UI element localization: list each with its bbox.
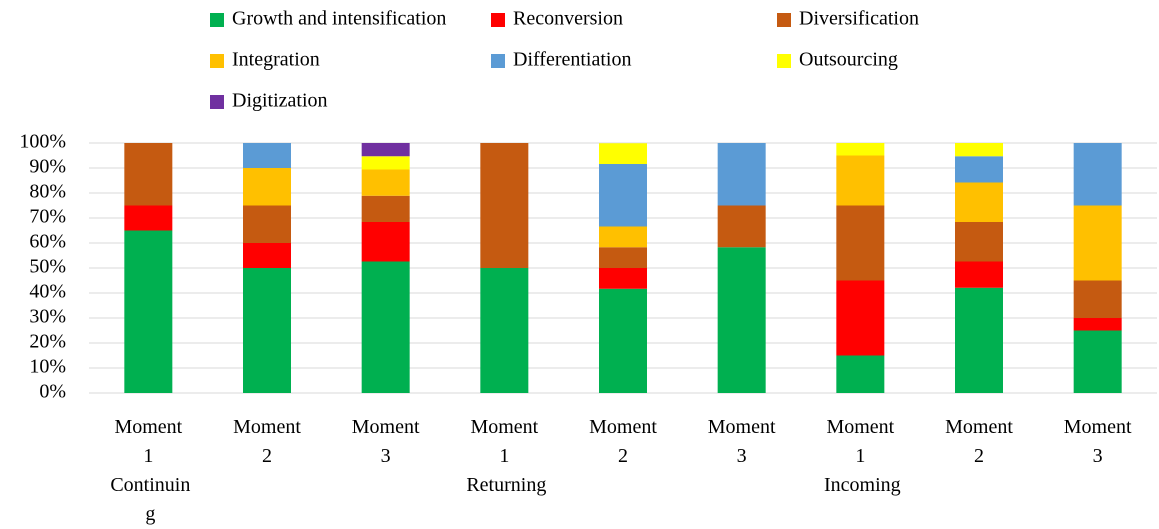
bar-segment — [955, 222, 1003, 262]
legend-swatch — [210, 95, 224, 109]
legend-label: Growth and intensification — [232, 8, 446, 30]
bar-segment — [243, 243, 291, 268]
bar-segment — [124, 143, 173, 206]
bar-segment — [1073, 143, 1122, 206]
group-label: Continuing — [110, 474, 191, 525]
bar-segment — [717, 205, 766, 248]
bar-segment — [361, 156, 410, 170]
bar-segment — [955, 287, 1003, 393]
y-tick-label: 50% — [29, 256, 66, 278]
x-tick-label: Moment 2 — [589, 416, 657, 467]
legend-swatch — [491, 54, 505, 68]
bar-segment — [243, 268, 291, 393]
x-tick-label: Moment 3 — [707, 416, 776, 467]
y-tick-label: 80% — [29, 181, 66, 203]
bar-segment — [243, 205, 291, 243]
x-tick-label: Moment 1 — [114, 416, 183, 467]
bar-segment — [836, 355, 885, 393]
bar-segment — [361, 169, 410, 196]
legend-label: Diversification — [799, 8, 919, 30]
bar-segment — [599, 268, 647, 289]
group-label: Incoming — [824, 474, 901, 496]
bar-segment — [955, 261, 1003, 288]
bar-segment — [836, 280, 885, 356]
x-tick-label: Moment 2 — [233, 416, 301, 467]
bar-segment — [124, 205, 173, 231]
y-tick-label: 60% — [29, 231, 66, 253]
bar-segment — [717, 143, 766, 206]
legend-label: Outsourcing — [799, 49, 898, 71]
bar-segment — [599, 226, 647, 248]
bar-segment — [1073, 280, 1122, 318]
bar-segment — [836, 205, 885, 281]
bar-segment — [361, 261, 410, 393]
bar-segment — [243, 143, 291, 168]
bar-segment — [599, 247, 647, 268]
bar-segment — [836, 143, 885, 156]
bar-segment — [243, 168, 291, 206]
x-tick-label: Moment 1 — [826, 416, 895, 467]
bar-segment — [599, 164, 647, 227]
y-tick-label: 40% — [29, 281, 66, 303]
x-tick-label: Moment 2 — [945, 416, 1013, 467]
bar-segment — [717, 247, 766, 393]
legend-label: Differentiation — [513, 49, 631, 71]
bar-segment — [599, 143, 647, 164]
y-tick-label: 30% — [29, 306, 66, 328]
bar-segment — [1073, 330, 1122, 393]
legend-label: Integration — [232, 49, 320, 71]
bar-segment — [599, 288, 647, 393]
y-tick-label: 10% — [29, 356, 66, 378]
y-tick-label: 100% — [19, 131, 66, 153]
y-tick-label: 20% — [29, 331, 66, 353]
legend-swatch — [210, 13, 224, 27]
legend-swatch — [777, 54, 791, 68]
bar-segment — [1073, 205, 1122, 281]
x-tick-label: Moment 3 — [1063, 416, 1132, 467]
bar-segment — [955, 143, 1003, 157]
legend-swatch — [210, 54, 224, 68]
legend-label: Reconversion — [513, 8, 623, 30]
x-tick-label: Moment 3 — [351, 416, 420, 467]
bar-segment — [1073, 318, 1122, 331]
bar-segment — [361, 143, 410, 157]
legend-label: Digitization — [232, 90, 328, 112]
legend-swatch — [491, 13, 505, 27]
bar-segment — [361, 222, 410, 262]
y-tick-label: 0% — [39, 381, 66, 403]
bar-segment — [955, 156, 1003, 183]
bar-segment — [480, 268, 529, 393]
legend-swatch — [777, 13, 791, 27]
x-tick-label: Moment 1 — [470, 416, 539, 467]
bar-segment — [361, 195, 410, 222]
bar-segment — [480, 143, 529, 268]
y-tick-label: 70% — [29, 206, 66, 228]
bar-segment — [124, 230, 173, 393]
group-label: Returning — [466, 474, 547, 496]
bar-segment — [836, 155, 885, 206]
y-tick-label: 90% — [29, 156, 66, 178]
bar-segment — [955, 182, 1003, 222]
